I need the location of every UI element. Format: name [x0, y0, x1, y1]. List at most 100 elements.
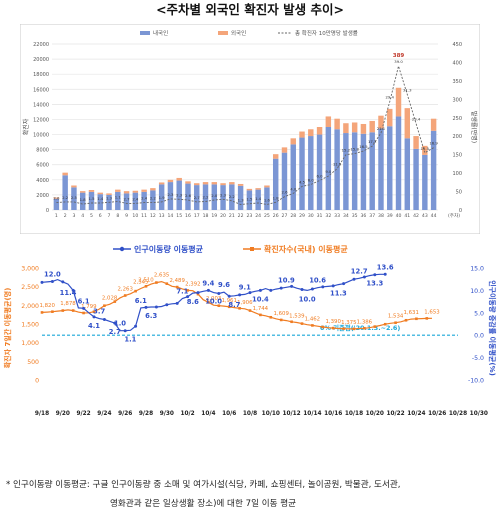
data-label: 2,028 [102, 295, 118, 301]
bar-foreign [369, 120, 375, 133]
x-tick-label: 5 [90, 213, 93, 219]
bar-foreign [106, 193, 112, 195]
y-tick-label: 18000 [33, 72, 49, 78]
x-tick-label: 20 [220, 213, 226, 219]
bar-foreign [378, 115, 384, 129]
bar-foreign [351, 122, 358, 133]
data-label: 6.1 [78, 297, 90, 305]
bar-foreign [299, 131, 305, 138]
x-tick-label: 13 [159, 213, 165, 219]
y-tick-label: 14000 [33, 102, 49, 108]
series-point-0 [217, 292, 221, 296]
series-point-0 [258, 288, 262, 292]
series-point-1 [134, 289, 137, 293]
series-point-0 [165, 303, 169, 307]
x-tick-label: 44 [431, 213, 437, 219]
data-label: 1,744 [253, 306, 269, 312]
y2-tick-label: 100 [452, 171, 462, 177]
series-point-1 [207, 301, 210, 304]
rate-label: 9.0 [325, 169, 332, 174]
x-tick-label: 23 [246, 213, 252, 219]
series-point-1 [103, 304, 106, 308]
bar-domestic [71, 187, 77, 210]
x-tick-label: 39 [387, 213, 393, 219]
series-point-1 [404, 318, 408, 322]
x-tick-label: 37 [369, 213, 375, 219]
series-line-1 [41, 280, 433, 330]
y2-tick-label: 15.0 [470, 266, 484, 273]
x-tick-label: 38 [378, 213, 384, 219]
data-label: 1,799 [81, 304, 97, 310]
bar-domestic [264, 187, 270, 210]
series-point-0 [102, 318, 106, 322]
y-tick-label: 3,000 [21, 266, 39, 273]
bar-domestic [299, 137, 305, 210]
data-label: 6.1 [135, 297, 147, 305]
series-point-1 [92, 310, 96, 313]
bar-foreign [316, 127, 323, 135]
series-point-0 [310, 287, 314, 291]
bar-foreign [422, 145, 428, 155]
rate-label: 4.0 [290, 186, 297, 191]
y2-tick-label: -10.0 [468, 378, 484, 385]
series-point-1 [217, 304, 221, 308]
legend-marker-cases [250, 247, 254, 251]
bar-domestic [395, 116, 402, 210]
x-tick-label: 8 [116, 213, 119, 219]
bar-domestic [378, 128, 384, 210]
rate-label: 2.6 [281, 190, 288, 195]
x-tick-label: 33 [334, 213, 340, 219]
y-tick-label: 2,500 [21, 284, 39, 291]
y-tick-label: 16000 [33, 87, 49, 93]
y2-tick-label: 0.0 [474, 333, 484, 340]
bar-domestic [158, 184, 165, 210]
data-label: 1,609 [273, 311, 289, 317]
bar-foreign [132, 190, 139, 193]
x-tick-label: 2 [64, 213, 67, 219]
data-label: 11.4 [60, 289, 77, 297]
series-point-0 [321, 285, 325, 289]
y-tick-label: 6000 [36, 163, 49, 169]
x-tick-label: 10/14 [303, 411, 321, 417]
series-point-0 [82, 306, 86, 310]
bar-domestic [150, 190, 156, 210]
series-point-0 [227, 294, 231, 298]
series-point-0 [248, 291, 252, 295]
bar-foreign [325, 116, 332, 127]
x-tick-label: 35 [352, 213, 358, 219]
series-point-0 [144, 305, 148, 309]
rate-label: 1.8 [80, 197, 87, 202]
rate-label: 21.1 [377, 126, 386, 131]
series-point-0 [342, 282, 346, 286]
data-label: 9.4 [202, 279, 214, 287]
y-tick-label: 0 [35, 378, 39, 385]
data-label: 10.0 [205, 298, 222, 306]
x-tick-label: 42 [413, 213, 419, 219]
bar-domestic [141, 191, 147, 210]
series-point-1 [290, 320, 293, 324]
series-point-0 [113, 321, 117, 325]
bar-domestic [123, 193, 130, 210]
rate-label: 2.3 [167, 192, 174, 197]
bar-foreign [220, 183, 226, 186]
bar-domestic [387, 126, 393, 210]
y2-tick-label: -5.0 [472, 355, 484, 362]
data-label: 2,489 [169, 278, 185, 284]
series-point-0 [269, 288, 273, 292]
series-point-0 [71, 288, 75, 292]
footnote: * 인구이동량 이동평균: 구글 인구이동량 중 소매 및 여가시설(식당, 카… [6, 476, 496, 514]
bar-foreign [176, 177, 182, 181]
bar-domestic [369, 132, 375, 210]
bar-domestic [176, 180, 182, 210]
bar-domestic [404, 138, 411, 210]
page-title: <주차별 외국인 확진자 발생 추이> [156, 2, 344, 17]
y-tick-label: 8000 [36, 148, 49, 154]
y2-tick-label: 50 [456, 190, 462, 196]
bar-foreign [185, 181, 191, 184]
series-point-1 [363, 326, 366, 330]
rate-label: 2.2 [62, 195, 69, 200]
series-point-1 [40, 311, 44, 314]
series-point-1 [311, 324, 314, 327]
x-tick-label: 28 [290, 213, 296, 219]
x-tick-label: 10/22 [386, 411, 404, 417]
